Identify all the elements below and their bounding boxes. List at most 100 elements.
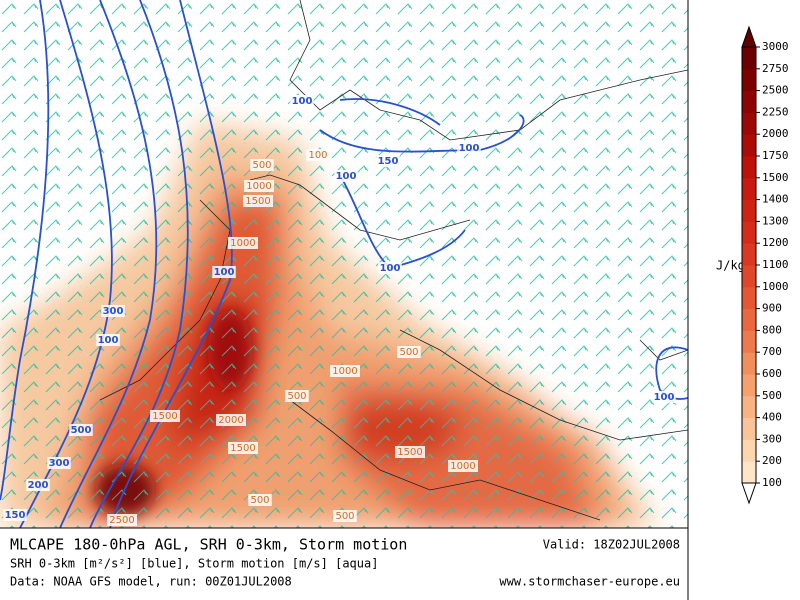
contour-label: 500	[399, 347, 418, 358]
contour-label: 500	[71, 425, 92, 436]
label-box	[333, 510, 357, 522]
colorbar-tick-label: 1000	[762, 280, 789, 293]
label-box	[290, 95, 314, 107]
colorbar-tick-label: 1300	[762, 214, 789, 227]
label-box	[306, 149, 330, 161]
label-box	[47, 457, 71, 469]
contour-label: 1500	[397, 447, 422, 458]
colorbar-segment	[742, 199, 756, 222]
label-box	[378, 262, 402, 274]
caption-line: Data: NOAA GFS model, run: 00Z01JUL2008	[10, 575, 292, 589]
contour-label: 150	[378, 156, 399, 167]
label-box	[96, 334, 120, 346]
colorbar-tick-label: 2750	[762, 62, 789, 75]
colorbar-tick-label: 1400	[762, 193, 789, 206]
label-box	[397, 346, 421, 358]
colorbar-segment	[742, 439, 756, 462]
colorbar-tick-label: 1500	[762, 171, 789, 184]
contour-label: 100	[308, 150, 327, 161]
label-box	[457, 142, 481, 154]
colorbar-segment	[742, 395, 756, 419]
colorbar-segment	[742, 243, 756, 266]
colorbar-tick-label: 900	[762, 302, 782, 315]
colorbar-tick-label: 800	[762, 323, 782, 336]
contour-label: 100	[654, 392, 675, 403]
colorbar-segment	[742, 286, 756, 310]
colorbar-segment	[742, 156, 756, 179]
contour-label: 300	[49, 458, 70, 469]
label-box	[228, 442, 258, 454]
colorbar-tick-label: 1200	[762, 236, 789, 249]
colorbar-segment	[742, 90, 756, 113]
colorbar-segment	[742, 374, 756, 397]
label-box	[250, 159, 274, 171]
label-box	[334, 170, 358, 182]
colorbar-segment	[742, 112, 756, 135]
colorbar-segment	[742, 352, 756, 375]
contour-label: 100	[459, 143, 480, 154]
contour-label: 100	[336, 171, 357, 182]
label-box	[448, 460, 478, 472]
colorbar-over	[741, 25, 757, 48]
wind-barbs	[0, 0, 688, 528]
coastlines	[99, 0, 688, 521]
colorbar-tick-label: 1100	[762, 258, 789, 271]
caption-line: SRH 0-3km [m²/s²] [blue], Storm motion […	[10, 557, 378, 571]
colorbar-tick-label: 300	[762, 432, 782, 445]
colorbar-tick-label: 600	[762, 367, 782, 380]
valid-time: Valid: 18Z02JUL2008	[543, 538, 680, 552]
colorbar-tick-label: 2500	[762, 84, 789, 97]
colorbar-tick-label: 2000	[762, 127, 789, 140]
contour-label: 100	[98, 335, 119, 346]
colorbar-tick-label: 3000	[762, 40, 789, 53]
label-box	[69, 424, 93, 436]
colorbar-segment	[742, 134, 756, 157]
label-box	[285, 390, 309, 402]
contour-label: 1000	[230, 238, 255, 249]
contour-label: 500	[335, 511, 354, 522]
caption-title: MLCAPE 180-0hPa AGL, SRH 0-3km, Storm mo…	[10, 536, 407, 554]
label-box	[248, 494, 272, 506]
colorbar-segment	[742, 461, 756, 484]
colorbar-tick-label: 200	[762, 454, 782, 467]
label-box	[228, 237, 258, 249]
contour-label: 1000	[450, 461, 475, 472]
label-box	[244, 180, 274, 192]
colorbar-tick-label: 400	[762, 411, 782, 424]
contour-label: 100	[292, 96, 313, 107]
label-box	[101, 305, 125, 317]
contour-label: 200	[28, 480, 49, 491]
contour-label: 2000	[218, 415, 243, 426]
label-box	[3, 509, 27, 521]
colorbar-segment	[742, 47, 756, 70]
colorbar-unit: J/kg	[716, 259, 745, 273]
colorbar-segment	[742, 308, 756, 331]
contour-label: 1500	[152, 411, 177, 422]
colorbar-segment	[742, 68, 756, 92]
colorbar-segment	[742, 330, 756, 353]
label-box	[26, 479, 50, 491]
map	[0, 0, 688, 528]
label-box	[330, 365, 360, 377]
contour-label: 500	[250, 495, 269, 506]
colorbar-tick-label: 2250	[762, 105, 789, 118]
label-box	[150, 410, 180, 422]
contour-label: 1500	[245, 196, 270, 207]
label-box	[216, 414, 246, 426]
colorbar-segment	[742, 177, 756, 201]
colorbar-tick-label: 100	[762, 476, 782, 489]
contour-label: 500	[252, 160, 271, 171]
label-box	[376, 155, 400, 167]
contour-label: 300	[103, 306, 124, 317]
colorbar-segment	[742, 221, 756, 244]
label-box	[212, 266, 236, 278]
contour-label: 150	[5, 510, 26, 521]
label-box	[107, 514, 137, 526]
colorbar-tick-label: 1750	[762, 149, 789, 162]
contour-label: 1000	[332, 366, 357, 377]
contour-label: 1500	[230, 443, 255, 454]
label-box	[395, 446, 425, 458]
colorbar-segment	[742, 265, 756, 288]
label-box	[652, 391, 676, 403]
